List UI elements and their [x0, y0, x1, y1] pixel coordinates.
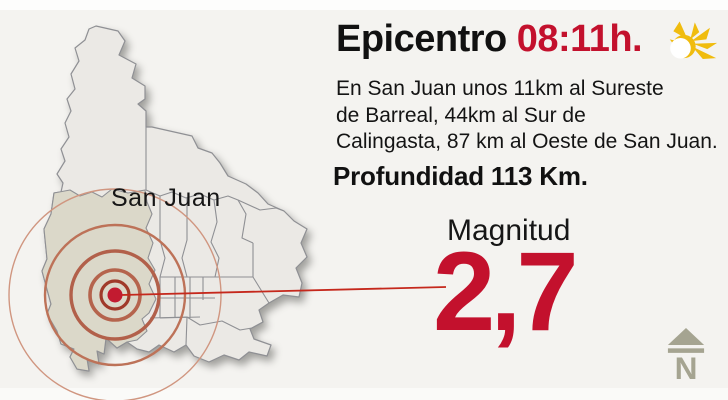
- north-arrow-icon: N: [667, 328, 705, 380]
- epicenter-rings: [8, 188, 222, 400]
- impact-burst-icon: [669, 21, 718, 59]
- description-line: En San Juan unos 11km al Sureste: [336, 77, 664, 100]
- epicenter-time: 08:11h.: [516, 18, 643, 60]
- magnitude-value: 2,7: [433, 229, 579, 354]
- epicenter-dot: [107, 287, 123, 303]
- description-line: Calingasta, 87 km al Oeste de San Juan.: [336, 130, 718, 153]
- region-label: San Juan: [111, 184, 221, 212]
- page-title: Epicentro: [336, 18, 507, 60]
- background-bottom-strip: [0, 388, 728, 400]
- depth-text: Profundidad 113 Km.: [333, 161, 588, 191]
- header: Epicentro 08:11h.: [336, 18, 643, 61]
- epicenter-description: En San Juan unos 11km al Sureste de Barr…: [336, 76, 728, 156]
- magnitude-label: Magnitud: [447, 214, 571, 247]
- description-line: de Barreal, 44km al Sur de: [336, 103, 586, 127]
- svg-text:N: N: [675, 350, 698, 380]
- connector-line: [120, 286, 447, 296]
- department-borders: [145, 127, 285, 346]
